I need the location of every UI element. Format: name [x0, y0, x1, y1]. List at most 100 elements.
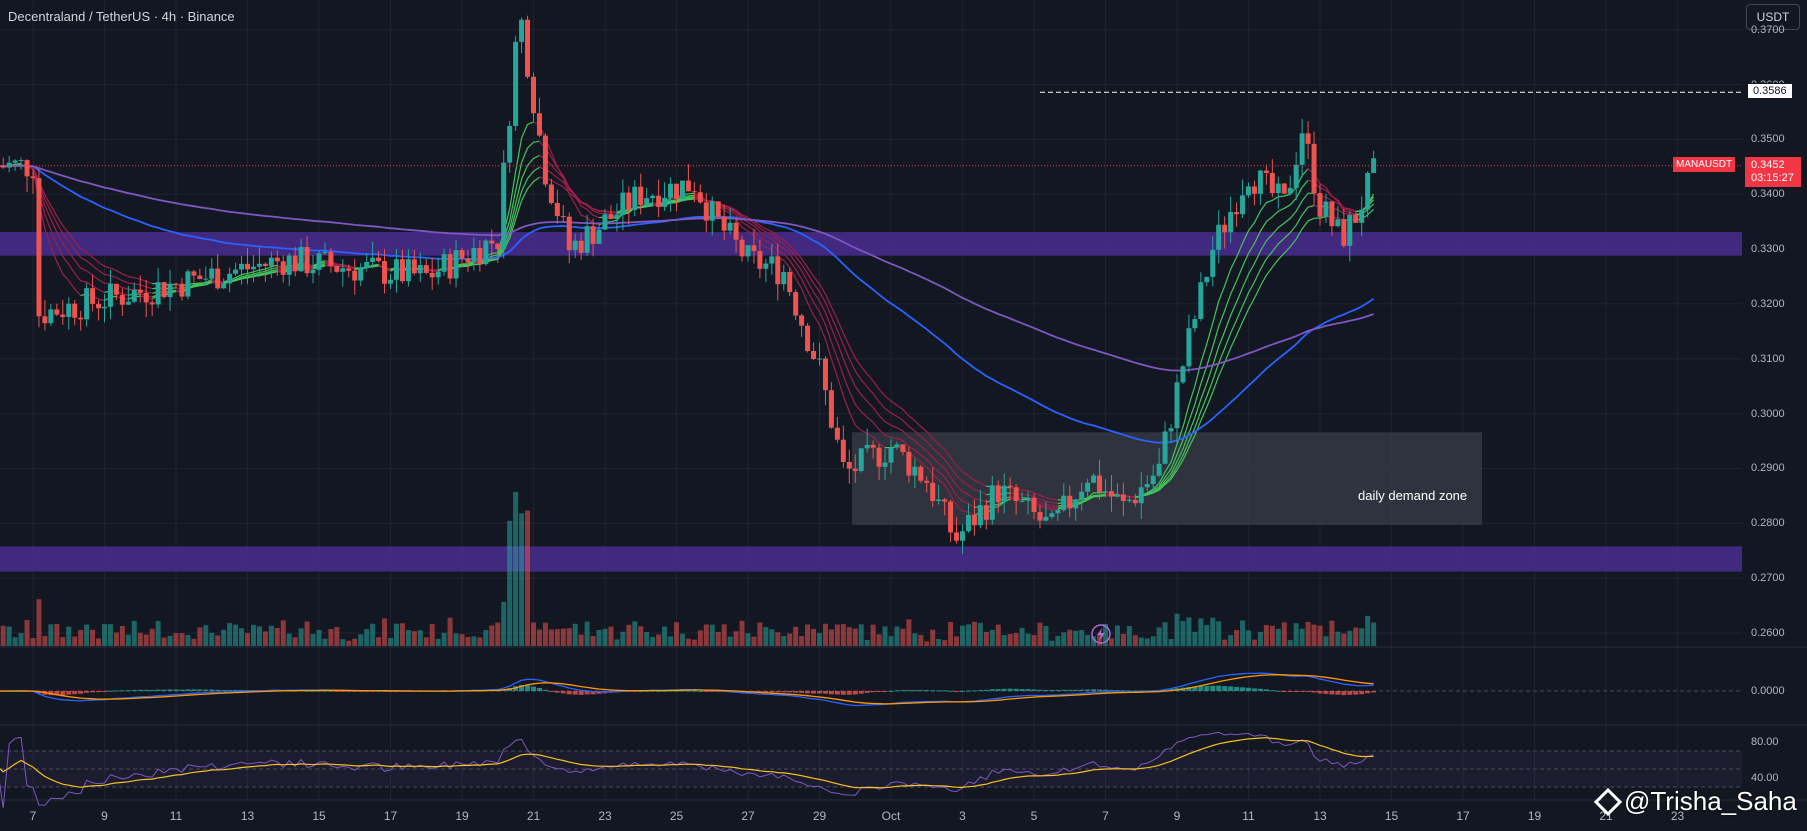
macd-histogram-bar: [197, 689, 203, 691]
macd-histogram-bar: [781, 691, 787, 693]
macd-histogram-bar: [912, 689, 918, 691]
candle-body: [393, 259, 399, 280]
volume-bar: [662, 626, 668, 646]
candle-body: [423, 265, 429, 273]
volume-bar: [1132, 635, 1138, 646]
candle-body: [370, 257, 376, 263]
candle-body: [54, 309, 60, 315]
candle-body: [644, 198, 650, 206]
volume-bar: [24, 620, 30, 646]
macd-histogram-bar: [763, 691, 769, 693]
icons: [1091, 624, 1111, 644]
price-tick-label: 0.2600: [1751, 627, 1785, 640]
volume-bar: [1305, 621, 1311, 646]
volume-bar: [983, 631, 989, 646]
volume-bar: [1216, 621, 1222, 646]
candle-body: [1103, 491, 1108, 493]
macd-histogram-bar: [1073, 689, 1079, 691]
binance-logo-icon: [1593, 787, 1623, 816]
volume-bar: [906, 619, 912, 646]
candle-body: [465, 258, 471, 263]
candle-body: [1317, 193, 1323, 217]
candle-body: [709, 201, 715, 221]
candle-body: [191, 271, 197, 276]
volume-bar: [304, 621, 310, 646]
candle-body: [918, 466, 924, 481]
macd-histogram-bar: [590, 691, 596, 695]
volume-bar: [382, 618, 388, 646]
volume-bar: [1335, 631, 1341, 646]
candle-body: [548, 184, 554, 204]
candle-body: [1269, 172, 1275, 194]
volume-bar: [149, 628, 155, 646]
volume-bar: [757, 622, 763, 646]
volume-bar: [793, 626, 799, 646]
candle-body: [906, 451, 912, 476]
volume-bar: [548, 629, 554, 646]
volume-bar: [769, 629, 775, 646]
candle-body: [828, 390, 834, 428]
time-tick-label: 13: [240, 809, 255, 823]
macd-histogram-bar: [227, 689, 233, 691]
time-tick-label: 23: [598, 809, 612, 823]
volume-bar: [1371, 622, 1377, 646]
candle-body: [1091, 475, 1097, 483]
macd-histogram-bar: [215, 689, 221, 691]
candle-body: [340, 268, 346, 272]
volume-bar: [942, 640, 948, 646]
macd-histogram-bar: [173, 689, 179, 691]
candle-body: [1126, 499, 1132, 501]
candle-body: [715, 201, 721, 217]
macd-histogram-bar: [322, 690, 328, 692]
volume-bar: [554, 629, 560, 646]
volume-bar: [1091, 636, 1097, 646]
price-tick-label: 0.2700: [1751, 572, 1785, 585]
candle-body: [227, 273, 233, 284]
ema-ribbon-line: [598, 202, 653, 226]
candle-body: [1204, 276, 1210, 283]
volume-bar: [60, 637, 66, 646]
high-price-tag: 0.3586: [1747, 83, 1793, 100]
macd-histogram-bar: [906, 690, 912, 692]
macd-histogram-bar: [662, 690, 668, 692]
macd-histogram-bar: [679, 690, 685, 692]
volume-bar: [1025, 633, 1031, 646]
candle-body: [1150, 475, 1156, 485]
macd-histogram-bar: [983, 689, 989, 691]
time-tick-label: 7: [29, 809, 37, 823]
macd-histogram-bar: [316, 690, 322, 692]
macd-histogram-bar: [340, 691, 346, 692]
ema-ribbon-line: [1135, 216, 1327, 498]
currency-button[interactable]: USDT: [1746, 4, 1800, 30]
candle-body: [566, 216, 572, 251]
price-tick-label: 0.3400: [1751, 188, 1785, 201]
candle-body: [113, 283, 119, 295]
candle-body: [983, 505, 989, 520]
volume-bar: [989, 629, 995, 646]
candle-body: [531, 76, 536, 114]
macd-histogram-bar: [1365, 691, 1371, 694]
ema-ribbon-line: [420, 267, 439, 271]
ema-ribbon-line: [86, 293, 105, 302]
candle-body: [650, 195, 656, 199]
time-tick-label: 3: [959, 809, 966, 823]
macd-histogram-bar: [233, 689, 239, 691]
macd-histogram-bar: [137, 689, 143, 691]
volume-bar: [1162, 622, 1168, 646]
macd-histogram-bar: [560, 691, 566, 694]
time-tick-label: 11: [169, 809, 183, 823]
volume-bar: [471, 636, 477, 646]
volume-bar: [703, 624, 709, 646]
symbol-tag: MANAUSDT: [1673, 156, 1736, 172]
volume-bar: [119, 626, 125, 646]
candle-body: [757, 251, 763, 269]
candle-body: [1311, 143, 1317, 194]
volume-bar: [542, 622, 548, 646]
volume-bars: [0, 491, 1377, 646]
volume-bar: [679, 633, 685, 646]
candle-body: [322, 251, 328, 254]
macd-histogram-bar: [858, 691, 864, 694]
candle-body: [495, 243, 501, 250]
macd-histogram-bar: [1138, 690, 1144, 692]
